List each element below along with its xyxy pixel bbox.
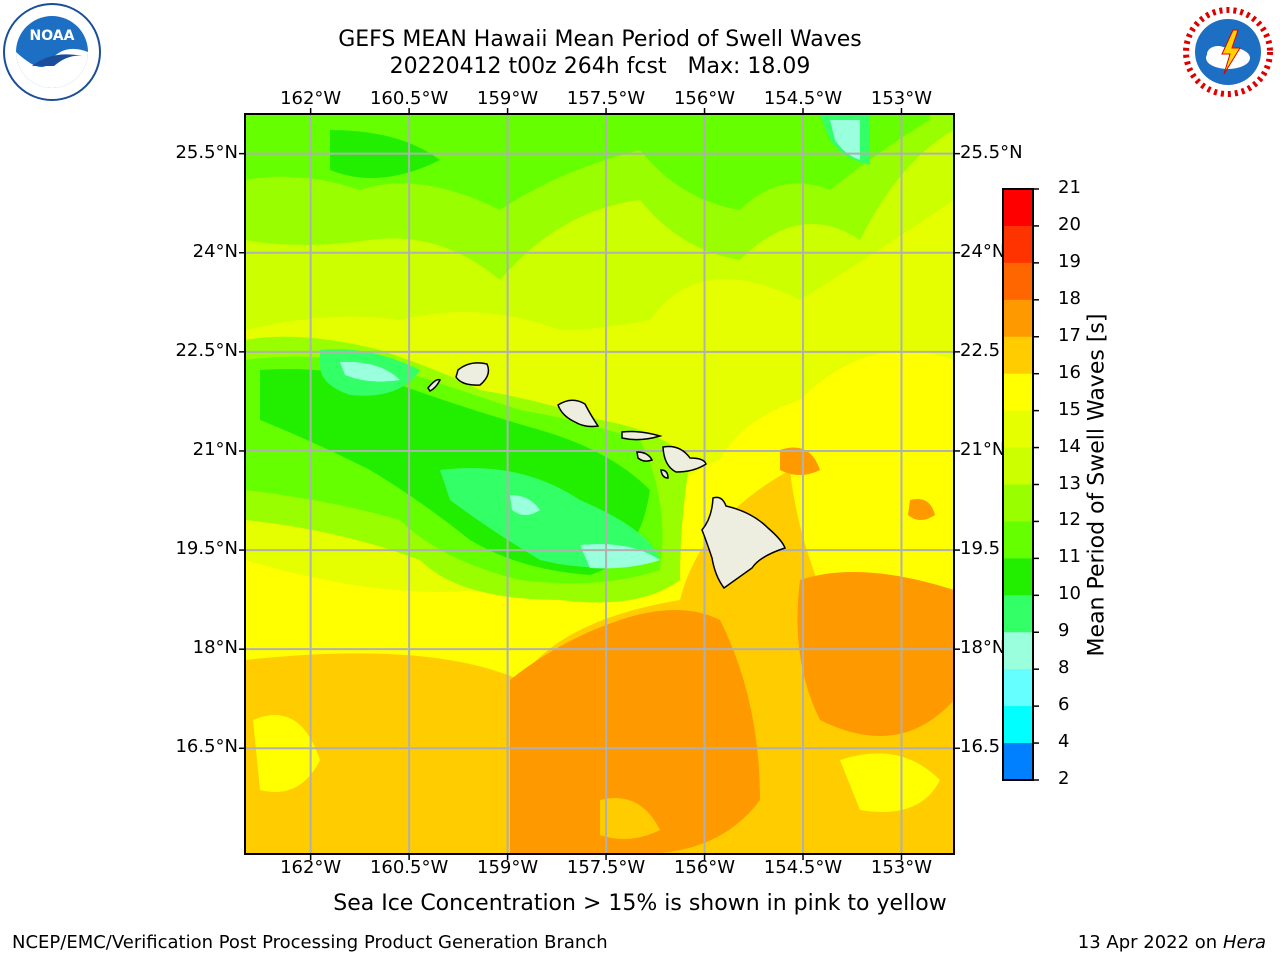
colorbar-tick-label: 10	[1058, 583, 1081, 605]
colorbar-tick-label: 19	[1058, 250, 1081, 272]
colorbar-tick-label: 9	[1058, 620, 1070, 642]
colorbar-tick-label: 21	[1058, 177, 1081, 198]
lon-label-bottom: 159°W	[477, 857, 539, 878]
colorbar-tick-label: 12	[1058, 509, 1081, 531]
colorbar-tick-label: 18	[1058, 287, 1081, 309]
lon-label-top: 159°W	[477, 88, 539, 109]
lon-label-top: 160.5°W	[369, 88, 449, 109]
colorbar-swatch	[1003, 225, 1033, 264]
lon-label-bottom: 153°W	[870, 857, 933, 878]
lat-label-right: 22.5	[960, 339, 1001, 361]
colorbar-swatch	[1003, 706, 1033, 744]
footer-host: Hera	[1222, 932, 1266, 953]
colorbar-swatch	[1003, 521, 1033, 559]
colorbar-tick-label: 4	[1058, 731, 1070, 753]
lon-label-top: 154.5°W	[763, 88, 843, 109]
colorbar-tick-label: 13	[1058, 472, 1081, 494]
lat-label-left: 16.5°N	[175, 736, 238, 758]
lat-label-right: 21°N	[960, 438, 1006, 460]
island-kauai	[455, 362, 490, 386]
colorbar-swatch	[1003, 189, 1033, 227]
colorbar-tick-label: 17	[1058, 324, 1081, 346]
colorbar-tick-label: 14	[1058, 435, 1081, 457]
swell-period-field	[245, 114, 954, 854]
colorbar-swatch	[1003, 410, 1033, 449]
lat-label-left: 25.5°N	[175, 141, 238, 163]
lat-label-left: 21°N	[192, 438, 238, 460]
colorbar-tick-label: 16	[1058, 361, 1081, 383]
island-niihau	[427, 378, 442, 392]
map-frame	[244, 113, 955, 855]
lon-label-bottom: 157.5°W	[566, 857, 646, 878]
colorbar-tick-label: 15	[1058, 398, 1081, 420]
colorbar-tick-label: 8	[1058, 657, 1070, 679]
footer-branch: NCEP/EMC/Verification Post Processing Pr…	[12, 932, 608, 953]
colorbar	[1002, 188, 1039, 781]
lon-label-top: 156°W	[673, 88, 736, 109]
map-title: GEFS MEAN Hawaii Mean Period of Swell Wa…	[338, 27, 862, 52]
footer-date-text: 13 Apr 2022 on	[1077, 932, 1223, 953]
colorbar-tick-label: 2	[1058, 768, 1070, 789]
lon-label-top: 162°W	[280, 88, 342, 109]
island-maui	[662, 445, 707, 473]
lon-label-bottom: 154.5°W	[763, 857, 843, 878]
colorbar-swatch	[1003, 373, 1033, 412]
hawaiian-islands	[427, 362, 786, 590]
island-hawaii	[701, 496, 786, 590]
nws-logo	[1178, 2, 1278, 106]
map-subtitle: 20220412 t00z 264h fcst Max: 18.09	[389, 54, 811, 79]
lon-label-top: 153°W	[870, 88, 933, 109]
colorbar-swatch	[1003, 669, 1033, 707]
footer-date: 13 Apr 2022 on Hera	[1078, 932, 1266, 953]
lon-label-bottom: 162°W	[280, 857, 342, 878]
lat-label-left: 19.5°N	[175, 538, 238, 560]
lat-label-left: 24°N	[192, 240, 238, 262]
island-molokai	[621, 430, 663, 441]
colorbar-swatch	[1003, 336, 1033, 375]
colorbar-swatch	[1003, 447, 1033, 485]
lat-label-right: 18°N	[960, 637, 1006, 659]
island-lanai	[636, 451, 654, 462]
lat-label-right: 16.5	[960, 736, 1001, 758]
axis-ticks	[239, 108, 960, 860]
lon-label-bottom: 160.5°W	[369, 857, 449, 878]
sea-ice-note: Sea Ice Concentration > 15% is shown in …	[333, 891, 947, 916]
lat-label-left: 22.5°N	[175, 339, 238, 361]
lon-label-bottom: 156°W	[673, 857, 736, 878]
graticule	[245, 114, 954, 854]
colorbar-swatch	[1003, 743, 1033, 781]
noaa-logo: NOAA	[2, 2, 102, 106]
lat-label-left: 18°N	[192, 637, 238, 659]
colorbar-swatch	[1003, 632, 1033, 670]
colorbar-swatch	[1003, 558, 1033, 596]
lat-label-right: 19.5	[960, 538, 1001, 560]
svg-text:NOAA: NOAA	[30, 28, 75, 44]
colorbar-tick-label: 6	[1058, 694, 1070, 716]
colorbar-swatch	[1003, 299, 1033, 338]
colorbar-tick-label: 20	[1058, 213, 1081, 235]
island-kahoolawe	[660, 469, 669, 479]
colorbar-tick-label: 11	[1058, 546, 1081, 568]
lat-label-right: 24°N	[960, 240, 1006, 262]
colorbar-swatch	[1003, 595, 1033, 633]
island-oahu	[557, 399, 600, 428]
colorbar-title: Mean Period of Swell Waves [s]	[1084, 313, 1110, 657]
lon-label-top: 157.5°W	[566, 88, 646, 109]
lat-label-right: 25.5°N	[960, 141, 1023, 163]
colorbar-swatch	[1003, 484, 1033, 522]
colorbar-swatch	[1003, 262, 1033, 301]
